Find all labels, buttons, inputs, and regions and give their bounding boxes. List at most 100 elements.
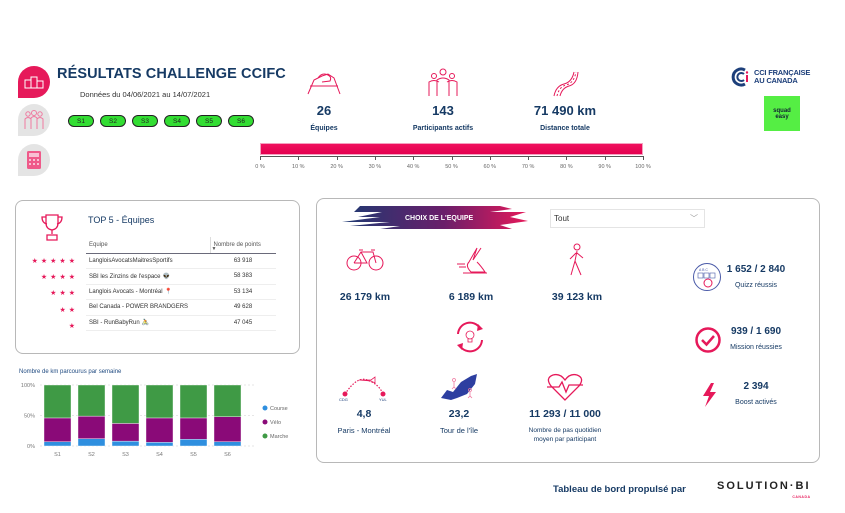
team-name: LangloisAvocatsMaitresSportifs	[86, 253, 210, 269]
boost-value: 2 394	[743, 381, 769, 392]
progress-tick	[566, 156, 568, 160]
legend-label[interactable]: Course	[270, 406, 288, 412]
km-per-week-chart: 0% 50% 100% S1 S2 S3 S4 S5 S6 Course Vélo Marche	[21, 383, 288, 458]
bar-segment-vlo-s4[interactable]	[145, 417, 174, 443]
progress-bar	[260, 143, 643, 155]
x-tick-label: S6	[224, 452, 231, 458]
progress-tick	[604, 156, 606, 160]
team-emoji-icon: 👽	[162, 273, 170, 280]
squadeasy-logo: squad easy	[764, 96, 800, 131]
team-dropdown-value: Tout	[554, 214, 570, 223]
bar-segment-course-s1[interactable]	[43, 441, 72, 447]
legend-marker	[262, 419, 268, 425]
flight-to: YUL	[379, 397, 388, 402]
table-row[interactable]: Bel Canada - POWER BRANDGERS 49 628	[86, 299, 276, 316]
run-distance: 6 189 km	[448, 291, 494, 303]
week-filter: S1 S2 S3 S4 S5 S6	[68, 115, 254, 127]
nav-team-button[interactable]	[18, 104, 50, 136]
podium-icon	[24, 76, 44, 89]
bar-segment-vlo-s2[interactable]	[77, 415, 106, 439]
team-name: SBI - RunBabyRun 🚴	[86, 315, 210, 331]
refresh-idea-icon	[457, 321, 483, 353]
solution-bi-sub: CANADA	[792, 495, 811, 499]
progress-tick-label: 50 %	[445, 164, 458, 170]
flight-from: CDG	[339, 397, 348, 402]
team-points: 49 628	[210, 299, 276, 316]
table-row[interactable]: Langlois Avocats - Montréal 📍 53 134	[86, 284, 276, 300]
week-button-s2[interactable]: S2	[100, 115, 126, 127]
bar-segment-course-s3[interactable]	[111, 440, 140, 447]
activity-walk: 39 123 km	[541, 243, 613, 303]
week-button-s5[interactable]: S5	[196, 115, 222, 127]
team-points: 47 045	[210, 315, 276, 331]
svg-text:A B C: A B C	[699, 268, 708, 272]
trophy-icon	[41, 214, 63, 241]
kpi-distance: 71 490 km Distance totale	[522, 68, 608, 132]
progress-tick	[336, 156, 338, 160]
team-name-text: Langlois Avocats - Montréal	[89, 289, 163, 296]
bar-segment-marche-s6[interactable]	[213, 384, 242, 417]
bar-segment-course-s2[interactable]	[77, 438, 106, 447]
bar-segment-marche-s2[interactable]	[77, 384, 106, 417]
squad-logo-line2: easy	[775, 113, 789, 120]
progress-tick-label: 10 %	[292, 164, 305, 170]
walk-distance: 39 123 km	[551, 291, 603, 303]
bar-segment-vlo-s6[interactable]	[213, 416, 242, 442]
kpi-teams: 26 Équipes	[296, 68, 352, 132]
nav-podium-button[interactable]	[18, 66, 50, 98]
flight-path-icon: CDG YUL	[339, 376, 388, 402]
missions-value: 939 / 1 690	[730, 326, 782, 337]
column-header-points[interactable]: ▼ Nombre de points	[209, 237, 276, 254]
bar-segment-marche-s1[interactable]	[43, 384, 72, 419]
equiv-steps: 11 293 / 11 000 Nombre de pas quotidien …	[510, 372, 620, 444]
team-name: Langlois Avocats - Montréal 📍	[86, 284, 210, 300]
tour-ile-label: Tour de l'île	[439, 426, 479, 435]
column-header-team[interactable]: Equipe	[86, 237, 210, 254]
bicycle-icon	[346, 249, 384, 271]
team-emoji-icon: 🚴	[141, 320, 150, 327]
bar-segment-vlo-s3[interactable]	[111, 423, 140, 442]
week-button-s6[interactable]: S6	[228, 115, 254, 127]
week-button-s3[interactable]: S3	[132, 115, 158, 127]
date-range: Données du 04/06/2021 au 14/07/2021	[80, 90, 211, 99]
handshake-icon	[307, 73, 341, 95]
team-name-text: LangloisAvocatsMaitresSportifs	[89, 257, 173, 264]
stat-quiz: 1 652 / 2 840 Quizz réussis	[726, 264, 786, 289]
nav-calculator-button[interactable]	[18, 144, 50, 176]
rank-stars-icon: ★★★★	[40, 274, 78, 282]
bar-segment-marche-s5[interactable]	[179, 384, 208, 419]
team-name-text: SBI les Zinzins de l'espace	[89, 273, 161, 280]
table-row[interactable]: SBI - RunBabyRun 🚴 47 045	[86, 315, 276, 331]
legend-label[interactable]: Marche	[270, 434, 288, 440]
legend-label[interactable]: Vélo	[270, 420, 281, 426]
rank-stars-icon: ★★★★★	[31, 258, 78, 265]
team-points: 53 134	[210, 284, 276, 300]
table-row[interactable]: LangloisAvocatsMaitresSportifs 63 918	[86, 253, 276, 269]
tour-ile-value: 23,2	[448, 408, 470, 420]
cci-logo-line1: CCI FRANÇAISE	[754, 68, 811, 77]
walking-icon	[569, 243, 584, 276]
x-tick-label: S5	[190, 452, 197, 458]
x-tick-label: S3	[122, 452, 129, 458]
table-row[interactable]: SBI les Zinzins de l'espace 👽 58 383	[86, 268, 276, 285]
bar-segment-course-s6[interactable]	[213, 441, 242, 447]
bar-segment-vlo-s5[interactable]	[179, 417, 208, 440]
bar-segment-course-s4[interactable]	[145, 442, 174, 447]
week-button-s4[interactable]: S4	[164, 115, 190, 127]
bar-segment-course-s5[interactable]	[179, 439, 208, 447]
team-points: 63 918	[210, 253, 276, 269]
kpi-distance-label: Distance totale	[540, 125, 590, 132]
x-tick-label: S4	[156, 452, 163, 458]
chart-title: Nombre de km parcourus par semaine	[19, 369, 122, 375]
week-button-s1[interactable]: S1	[68, 115, 94, 127]
bar-segment-marche-s4[interactable]	[145, 384, 174, 419]
team-dropdown[interactable]: Tout ﹀	[550, 209, 705, 228]
bar-segment-marche-s3[interactable]	[111, 384, 140, 424]
team-panel	[316, 198, 820, 463]
kpi-participants: 143 Participants actifs	[405, 68, 481, 132]
kpi-teams-value: 26	[316, 103, 332, 118]
stat-missions: 939 / 1 690 Mission réussies	[726, 326, 786, 351]
bar-segment-vlo-s1[interactable]	[43, 417, 72, 442]
team-points: 58 383	[210, 268, 276, 285]
equiv-flight: CDG YUL 4,8 Paris - Montréal	[330, 372, 398, 435]
